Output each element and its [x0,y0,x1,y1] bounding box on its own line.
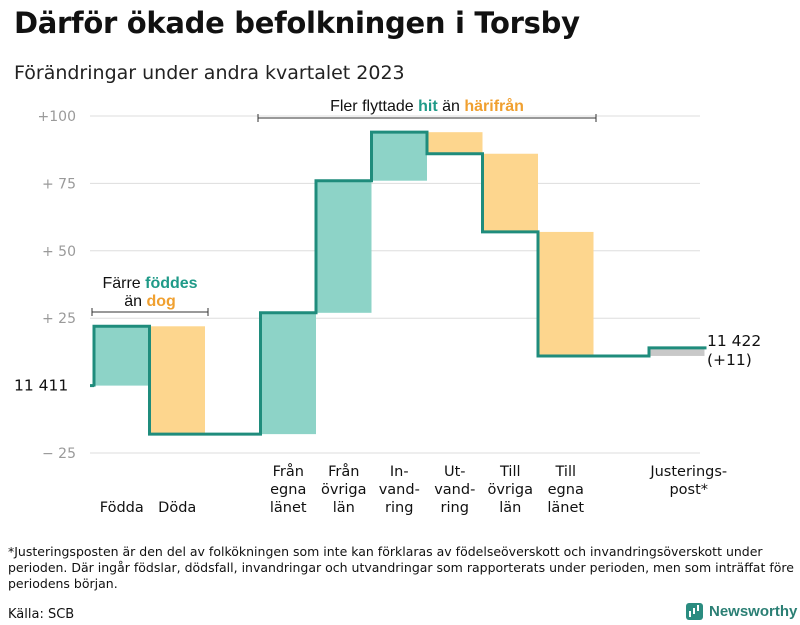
bar-utvandring [427,132,483,154]
newsworthy-logo: Newsworthy [686,603,797,620]
category-label: Födda [100,500,144,516]
annotation-more-moved: Fler flyttade hit än härifrån [330,97,524,115]
category-label: Från [328,463,359,480]
annotation-fewer-born: Färre föddes [102,275,197,292]
y-tick-label: + 50 [42,244,76,260]
category-label: länet [270,500,307,516]
annotation-died-highlight: dog [146,293,175,310]
category-label: Från [273,463,304,480]
bar-födda [94,326,150,386]
chart-subtitle: Förändringar under andra kvartalet 2023 [14,62,405,84]
category-label: Ut- [444,464,466,480]
logo-text: Newsworthy [709,603,798,620]
category-label: egna [548,482,584,498]
category-label: Justerings- [649,464,727,480]
category-label: ring [385,500,413,516]
category-label: Döda [158,500,196,516]
category-label: Till [499,464,521,480]
bar-döda [149,326,205,435]
cumulative-step-line [92,130,707,436]
chart-title: Därför ökade befolkningen i Torsby [14,6,580,40]
end-value-label: 11 422 [707,332,761,350]
y-tick-label: + 75 [42,176,76,192]
category-label: län [333,500,355,516]
category-label: post* [669,482,708,498]
annotation-than: än [438,98,465,115]
source-label: Källa: SCB [8,607,75,622]
category-label: In- [390,464,409,480]
annotation-hit-highlight: hit [418,98,438,115]
category-label: vand- [379,482,420,498]
category-label: vand- [434,482,475,498]
bar-från-egna-länet [260,312,316,435]
category-label: Till [555,464,577,480]
end-change-label: (+11) [707,351,752,369]
category-label: övriga [487,482,533,498]
bar-invandring [371,132,427,181]
bar-till-egna-länet [538,231,594,356]
annotation-than-died: än dog [124,293,176,310]
y-tick-label: − 25 [42,446,76,462]
bar-från-övriga-län [316,180,372,313]
y-tick-label: +100 [38,109,76,125]
category-label: ring [441,500,469,516]
footnote: *Justeringsposten är den del av folkökni… [8,544,794,591]
bar-till-övriga-län [482,153,538,232]
category-label: län [499,500,521,516]
category-label: övriga [321,482,367,498]
category-label: länet [547,500,584,516]
annotation-harifran-highlight: härifrån [464,97,524,115]
annotation-born-highlight: föddes [145,275,198,292]
waterfall-chart: +100 + 75 + 50 + 25 − 25 Födda Döda Från egna län… [14,97,761,516]
y-tick-label: + 25 [42,311,76,327]
category-label: egna [270,482,306,498]
bar-justeringspost- [649,347,705,356]
bar-chart-icon [686,603,703,620]
start-value-label: 11 411 [14,377,68,395]
